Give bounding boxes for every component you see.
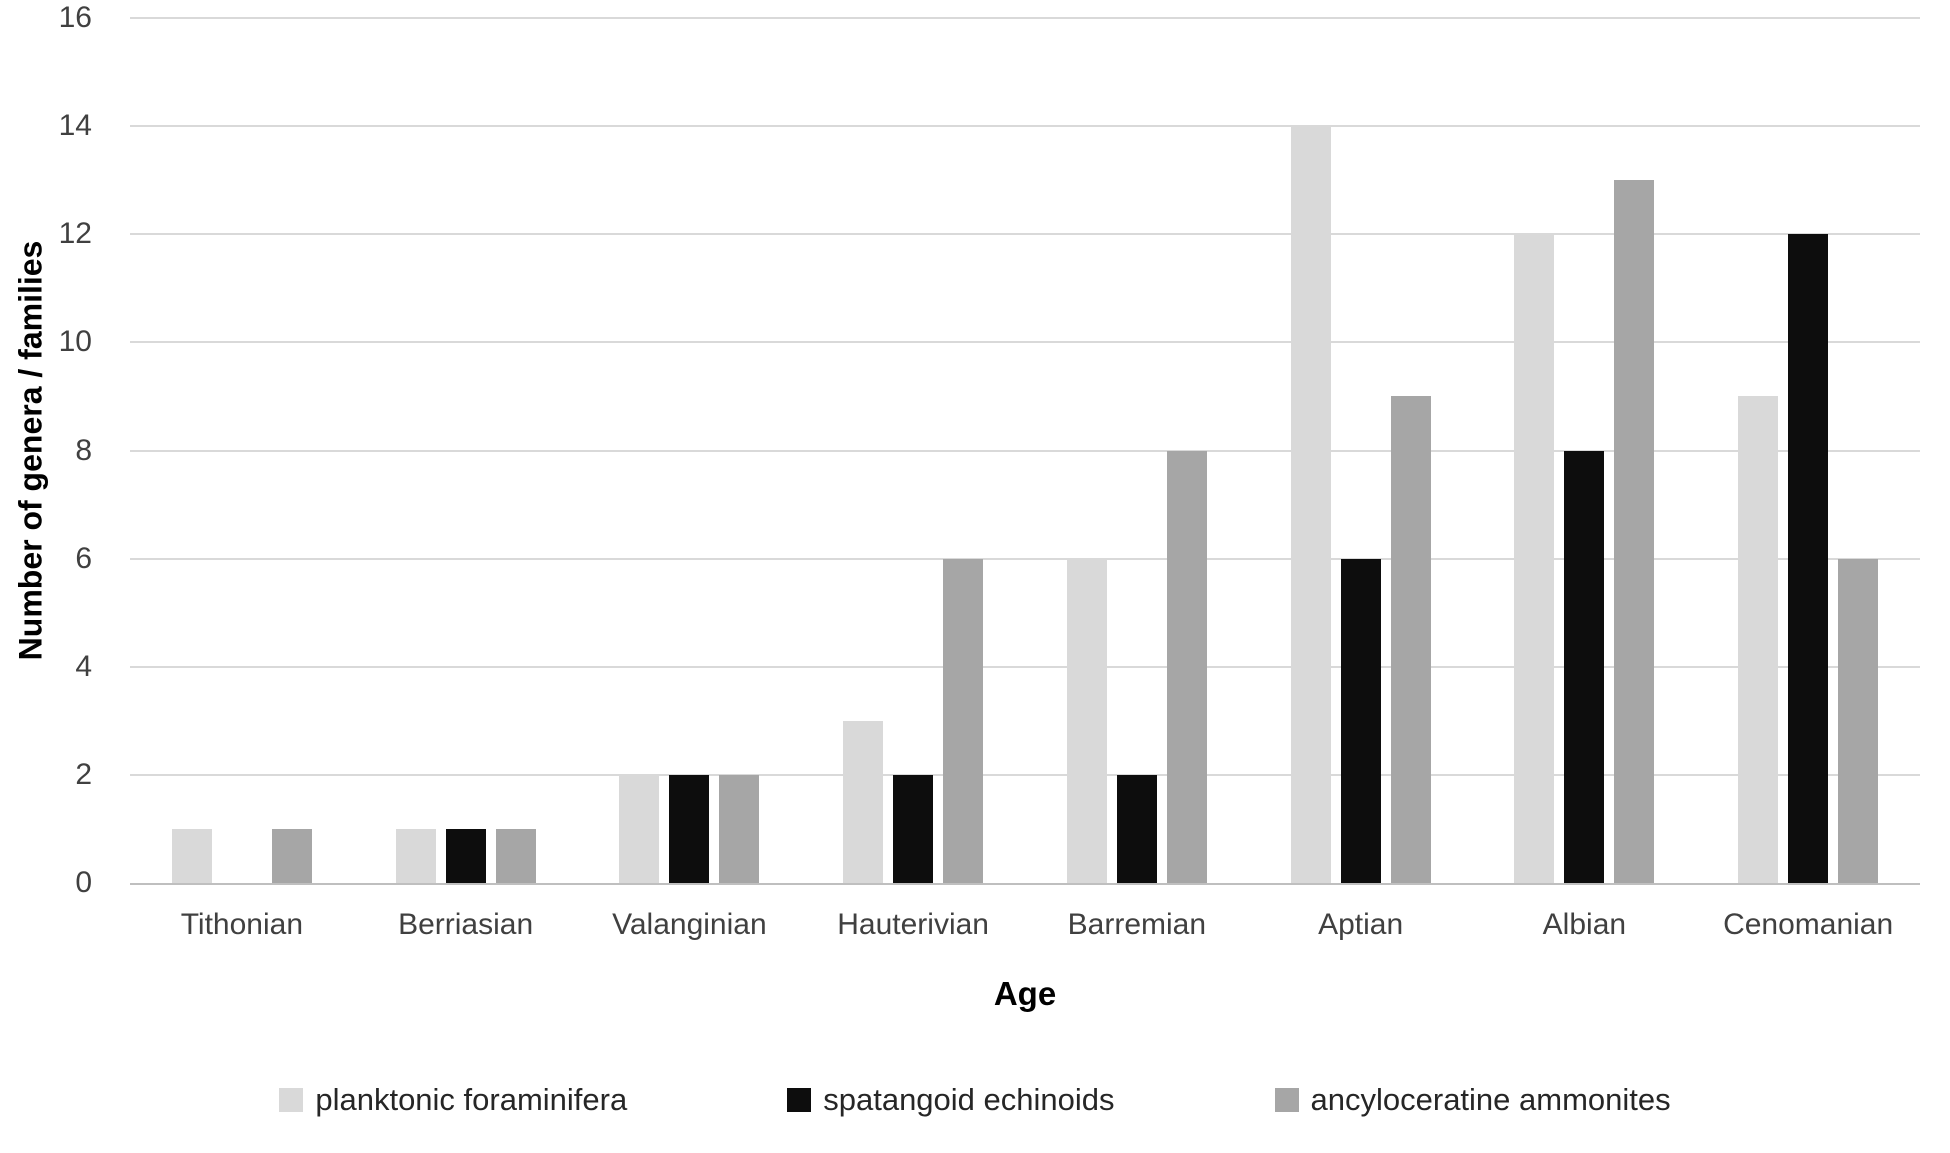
bar-spatangoid-echinoids-valanginian: [669, 774, 710, 883]
bar-spatangoid-echinoids-hauterivian: [893, 774, 934, 883]
x-tick-label-tithonian: Tithonian: [180, 908, 304, 941]
bar-ancyloceratine-ammonites-berriasian: [495, 828, 536, 883]
gridline: [130, 125, 1920, 128]
x-tick-label-cenomanian: Cenomanian: [1723, 908, 1894, 941]
x-tick-label-albian: Albian: [1542, 908, 1627, 941]
legend: planktonic foraminifera spatangoid echino…: [0, 1082, 1950, 1118]
bar-planktonic-foraminifera-hauterivian: [843, 720, 884, 883]
x-tick-label-berriasian: Berriasian: [398, 908, 534, 941]
x-tick-label-barremian: Barremian: [1067, 908, 1207, 941]
bar-planktonic-foraminifera-albian: [1514, 234, 1555, 883]
bar-planktonic-foraminifera-cenomanian: [1738, 396, 1779, 883]
legend-item-planktonic-foraminifera: planktonic foraminifera: [279, 1082, 627, 1118]
bar-ancyloceratine-ammonites-hauterivian: [943, 558, 984, 883]
bar-ancyloceratine-ammonites-valanginian: [719, 774, 760, 883]
gridline: [130, 17, 1920, 19]
legend-swatch-icon: [1274, 1088, 1299, 1112]
legend-label: spatangoid echinoids: [823, 1082, 1115, 1117]
gridline: [130, 449, 1920, 452]
x-tick-label-aptian: Aptian: [1318, 908, 1404, 941]
x-tick-label-valanginian: Valanginian: [612, 908, 767, 941]
y-tick-label: 4: [75, 649, 92, 683]
legend-label: planktonic foraminifera: [315, 1082, 628, 1117]
gridline: [130, 773, 1920, 776]
bar-ancyloceratine-ammonites-barremian: [1166, 450, 1207, 883]
gridline: [130, 233, 1920, 236]
bar-spatangoid-echinoids-barremian: [1116, 774, 1157, 883]
bar-ancyloceratine-ammonites-tithonian: [271, 828, 312, 883]
gridline: [130, 557, 1920, 560]
x-tick-label-hauterivian: Hauterivian: [837, 908, 989, 941]
bar-spatangoid-echinoids-cenomanian: [1788, 234, 1829, 883]
plot-area: [130, 17, 1920, 885]
x-axis-line: [130, 883, 1920, 885]
gridline: [130, 341, 1920, 344]
bar-planktonic-foraminifera-berriasian: [395, 828, 436, 883]
y-tick-label: 6: [75, 541, 92, 575]
bar-spatangoid-echinoids-albian: [1564, 450, 1605, 883]
y-tick-label: 0: [75, 866, 92, 899]
bar-planktonic-foraminifera-aptian: [1290, 126, 1331, 883]
bar-planktonic-foraminifera-tithonian: [171, 828, 212, 883]
x-axis-ticks: Tithonian Berriasian Valanginian Hauterivia…: [130, 908, 1920, 942]
y-tick-label: 10: [58, 325, 92, 359]
gridline: [130, 665, 1920, 668]
bar-planktonic-foraminifera-valanginian: [619, 774, 660, 883]
bar-ancyloceratine-ammonites-aptian: [1390, 396, 1431, 883]
y-tick-label: 12: [58, 217, 92, 251]
bar-spatangoid-echinoids-berriasian: [445, 828, 486, 883]
legend-swatch-icon: [787, 1088, 812, 1112]
y-tick-label: 2: [75, 757, 92, 791]
legend-swatch-icon: [279, 1088, 304, 1112]
y-tick-label: 14: [58, 109, 92, 143]
y-tick-label: 8: [75, 433, 92, 467]
bar-ancyloceratine-ammonites-cenomanian: [1838, 558, 1879, 883]
bar-spatangoid-echinoids-aptian: [1340, 558, 1381, 883]
bar-planktonic-foraminifera-barremian: [1066, 558, 1107, 883]
y-axis-ticks: 0 2 4 6 8 10 12 14 16: [0, 0, 106, 1153]
legend-label: ancyloceratine ammonites: [1310, 1082, 1671, 1117]
legend-item-spatangoid-echinoids: spatangoid echinoids: [787, 1082, 1115, 1118]
legend-item-ancyloceratine-ammonites: ancyloceratine ammonites: [1274, 1082, 1671, 1118]
x-axis-title: Age: [993, 975, 1057, 1012]
y-tick-label: 16: [58, 1, 92, 34]
bar-ancyloceratine-ammonites-albian: [1614, 180, 1655, 883]
